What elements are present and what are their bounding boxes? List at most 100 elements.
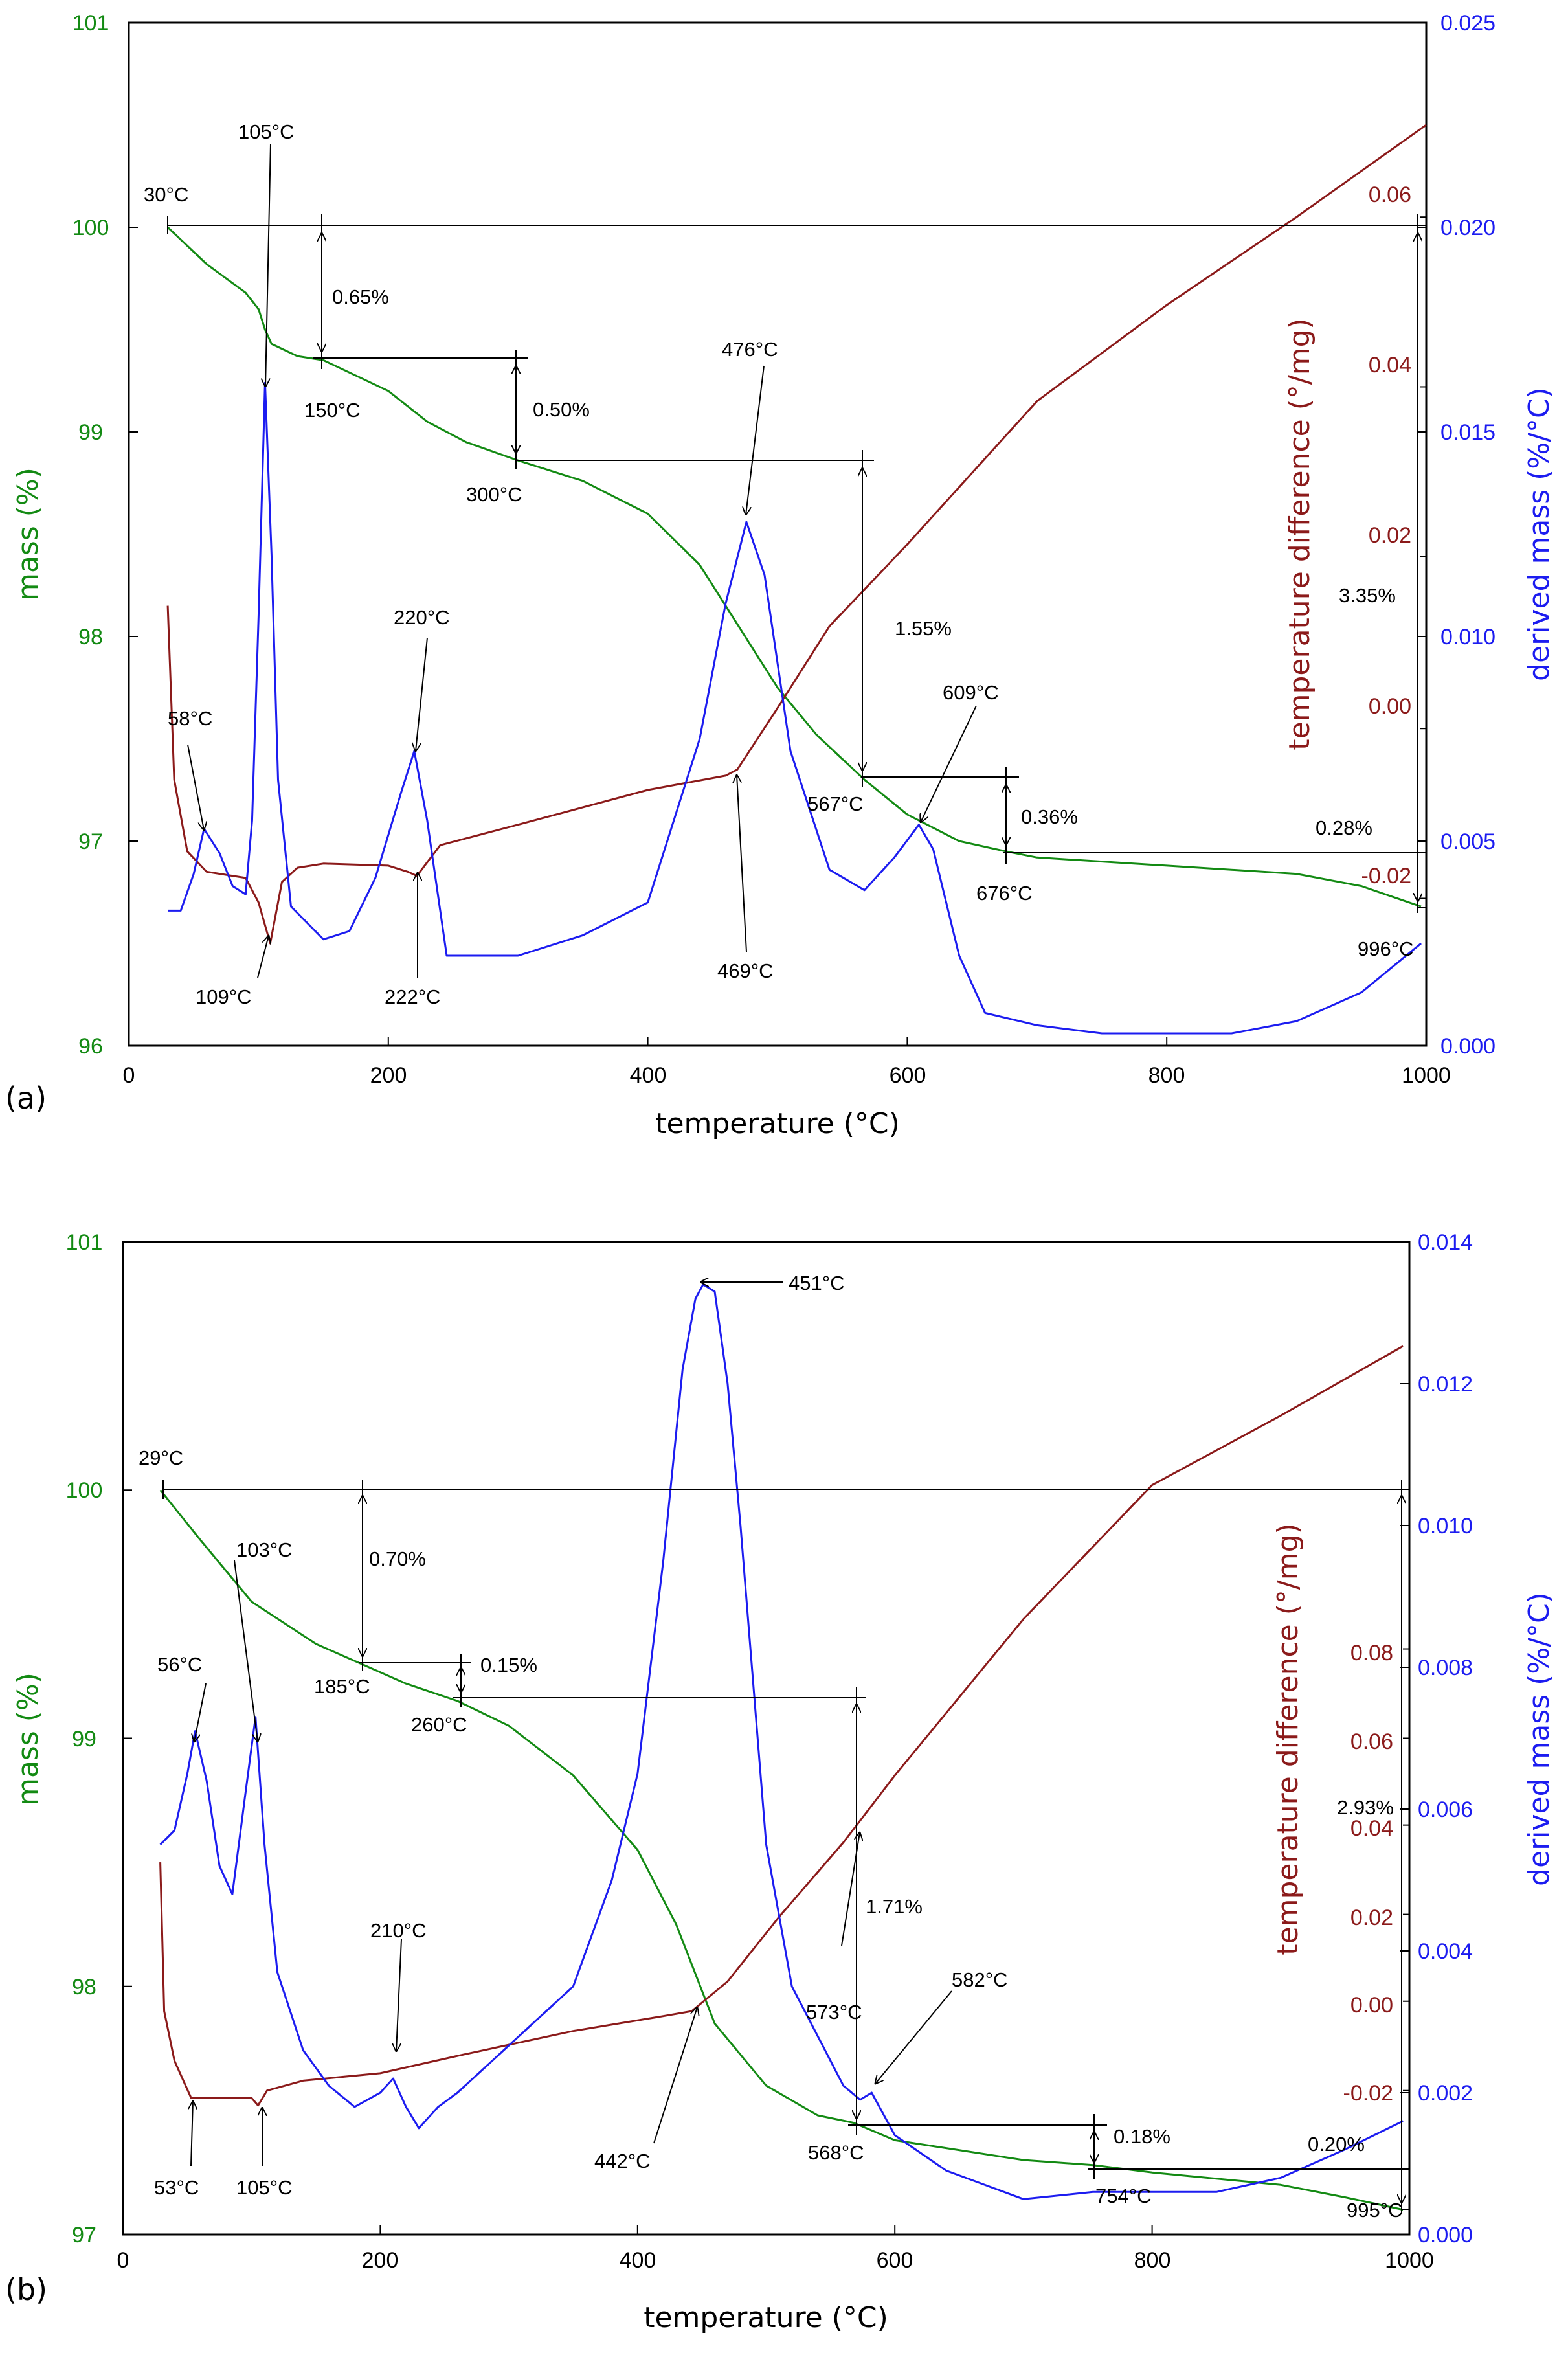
y1-tick: 101 bbox=[66, 1230, 103, 1255]
y3-tick: 0.010 bbox=[1418, 1514, 1473, 1538]
annotation-label: 3.35% bbox=[1339, 584, 1396, 607]
x-tick: 200 bbox=[362, 2248, 399, 2273]
annotation-label: 582°C bbox=[952, 1968, 1008, 1991]
annotation-label: 754°C bbox=[1095, 2185, 1152, 2207]
y2-tick: 0.02 bbox=[1350, 1906, 1393, 1930]
panel-b-series bbox=[122, 1241, 1410, 2235]
annotation-label: 29°C bbox=[139, 1447, 183, 1469]
y1-tick: 100 bbox=[66, 1478, 103, 1503]
pointer-arrow bbox=[194, 1683, 207, 1742]
x-tick: 0 bbox=[123, 1063, 135, 1088]
y2-tick: 0.08 bbox=[1350, 1641, 1393, 1665]
annotation-label: 210°C bbox=[370, 1919, 427, 1942]
pointer-arrow bbox=[875, 1990, 952, 2084]
annotation-label: 0.70% bbox=[369, 1548, 426, 1570]
y3-tick: 0.012 bbox=[1418, 1372, 1473, 1397]
annotation-label: 56°C bbox=[157, 1653, 202, 1676]
panel-a-y3-ticks: 0.000 0.005 0.010 0.015 0.020 0.025 bbox=[1440, 11, 1495, 1059]
y3-tick: 0.008 bbox=[1418, 1656, 1473, 1680]
annotation-label: 58°C bbox=[168, 707, 212, 730]
annotation-label: 2.93% bbox=[1337, 1796, 1394, 1819]
y2-tick: 0.02 bbox=[1369, 523, 1411, 548]
y3-tick: 0.000 bbox=[1418, 2223, 1473, 2247]
y2-tick: 0.04 bbox=[1350, 1816, 1393, 1841]
annotation-label: 53°C bbox=[154, 2176, 199, 2199]
pointer-arrow bbox=[191, 2101, 193, 2167]
pointer-arrow bbox=[746, 365, 765, 515]
panel-a-y2-axis-label: temperature difference (°/mg) bbox=[1283, 318, 1316, 750]
annotation-label: 0.18% bbox=[1114, 2125, 1170, 2148]
panel-a-x-ticks: 0 200 400 600 800 1000 bbox=[123, 1063, 1451, 1088]
pointer-arrow bbox=[187, 744, 204, 830]
panel-b-y2-ticks: -0.02 0.00 0.02 0.04 0.06 0.08 bbox=[1343, 1641, 1394, 2106]
panel-a-y1-axis-label: mass (%) bbox=[12, 467, 45, 601]
derived-mass-curve bbox=[168, 381, 1422, 1035]
annotation-label: 220°C bbox=[394, 606, 450, 629]
x-tick: 400 bbox=[630, 1063, 667, 1088]
y3-tick: 0.010 bbox=[1440, 625, 1495, 649]
pointer-arrow bbox=[921, 705, 977, 822]
y3-tick: 0.020 bbox=[1440, 216, 1495, 240]
x-tick: 1000 bbox=[1385, 2248, 1434, 2273]
panel-a-plot-area bbox=[128, 21, 1428, 1047]
annotation-label: 105°C bbox=[236, 2176, 293, 2199]
y3-tick: 0.014 bbox=[1418, 1230, 1473, 1255]
annotation-label: 568°C bbox=[808, 2141, 864, 2164]
pointer-arrow bbox=[653, 2007, 697, 2144]
annotation-label: 451°C bbox=[789, 1272, 845, 1294]
x-tick: 400 bbox=[620, 2248, 656, 2273]
mass-curve bbox=[159, 1489, 1404, 2211]
panel-a-x-axis-label: temperature (°C) bbox=[655, 1107, 900, 1140]
annotation-label: 0.65% bbox=[332, 286, 389, 308]
panel-a-y3-axis-label: derived mass (%/°C) bbox=[1523, 387, 1556, 681]
annotation-label: 103°C bbox=[236, 1538, 293, 1561]
annotation-label: 109°C bbox=[196, 985, 252, 1008]
annotation-label: 476°C bbox=[722, 338, 778, 361]
pointer-arrow bbox=[265, 143, 271, 387]
y3-tick: 0.004 bbox=[1418, 1939, 1473, 1964]
y2-tick: 0.06 bbox=[1350, 1729, 1393, 1754]
annotation-label: 300°C bbox=[466, 483, 522, 506]
x-tick: 0 bbox=[117, 2248, 129, 2273]
y2-tick: 0.04 bbox=[1369, 353, 1411, 377]
annotation-label: 222°C bbox=[385, 985, 441, 1008]
annotation-label: 0.36% bbox=[1021, 805, 1078, 828]
annotation-label: 442°C bbox=[594, 2150, 651, 2172]
panel-b-y3-axis-label: derived mass (%/°C) bbox=[1523, 1592, 1556, 1886]
temperature-difference-curve bbox=[166, 124, 1427, 945]
panel-b-label: (b) bbox=[5, 2272, 47, 2307]
pointer-arrow bbox=[416, 637, 428, 751]
annotation-label: 260°C bbox=[411, 1713, 467, 1736]
y1-tick: 97 bbox=[78, 829, 103, 854]
annotation-label: 0.15% bbox=[480, 1654, 537, 1676]
panel-a-series bbox=[128, 22, 1427, 1046]
x-tick: 600 bbox=[890, 1063, 926, 1088]
y1-tick: 98 bbox=[78, 625, 103, 649]
y3-tick: 0.025 bbox=[1440, 11, 1495, 36]
y2-tick: 0.06 bbox=[1369, 183, 1411, 207]
y3-tick: 0.015 bbox=[1440, 420, 1495, 445]
y2-tick: -0.02 bbox=[1343, 2081, 1394, 2106]
panel-a-y1-ticks: 96 97 98 99 100 101 bbox=[73, 11, 109, 1059]
y1-tick: 99 bbox=[78, 420, 103, 445]
panel-b-x-ticks: 0 200 400 600 800 1000 bbox=[117, 2248, 1434, 2273]
pointer-arrow bbox=[234, 1560, 258, 1742]
annotation-label: 995°C bbox=[1347, 2199, 1403, 2222]
axis-tick-marks bbox=[128, 22, 1427, 1046]
y1-tick: 98 bbox=[72, 1975, 96, 1999]
pointer-arrow bbox=[257, 936, 269, 978]
y2-tick: -0.02 bbox=[1361, 864, 1412, 888]
panel-b-annotations bbox=[162, 1282, 1409, 2214]
annotation-label: 185°C bbox=[314, 1675, 370, 1698]
panel-b-x-axis-label: temperature (°C) bbox=[644, 2301, 888, 2334]
y3-tick: 0.005 bbox=[1440, 829, 1495, 854]
annotation-label: 567°C bbox=[807, 793, 864, 815]
pointer-arrow bbox=[841, 1832, 860, 1946]
annotation-label: 30°C bbox=[144, 183, 188, 206]
panel-b-y1-ticks: 97 98 99 100 101 bbox=[66, 1230, 103, 2247]
y3-tick: 0.000 bbox=[1440, 1034, 1495, 1059]
annotation-label: 1.71% bbox=[866, 1895, 923, 1918]
y3-tick: 0.006 bbox=[1418, 1797, 1473, 1822]
annotation-label: 0.28% bbox=[1316, 816, 1372, 839]
